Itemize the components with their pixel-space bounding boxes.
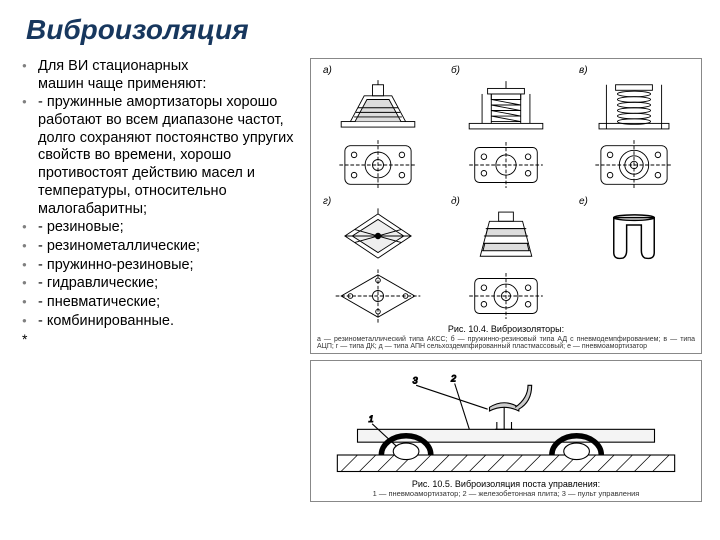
isolator-spring-icon (588, 76, 680, 134)
plan-view-a-icon (332, 138, 424, 192)
plan-view-d-icon (460, 269, 552, 323)
figure-10-5: 3 2 1 Рис. 10.5. Виброизоляция поста упр… (310, 360, 702, 502)
bullet-list: Для ВИ стационарныхмашин чаще применяют:… (22, 58, 302, 330)
panel-label-v: в) (579, 65, 588, 76)
panel-label-e: е) (579, 196, 588, 207)
list-item: - резинометаллические; (22, 238, 302, 256)
plan-view-v-icon (588, 138, 680, 192)
slide-title: Виброизоляция (26, 14, 702, 46)
list-item: - комбинированные. (22, 313, 302, 331)
control-post-isolation-icon: 3 2 1 (317, 367, 695, 477)
svg-text:1: 1 (369, 414, 374, 424)
isolator-spring-rubber-icon (460, 76, 552, 134)
figure-10-4: а) б) (310, 58, 702, 354)
figure-10-5-caption-legend: 1 — пневмоамортизатор; 2 — железобетонна… (317, 490, 695, 498)
list-item: - пружинные амортизаторы хорошо работают… (22, 94, 302, 218)
list-item: Для ВИ стационарныхмашин чаще применяют: (22, 58, 302, 93)
footnote-asterisk: * (22, 331, 302, 347)
figure-10-4-caption-title: Рис. 10.4. Виброизоляторы: (317, 325, 695, 335)
panel-label-b: б) (451, 65, 460, 76)
list-item: - пружинно-резиновые; (22, 257, 302, 275)
svg-text:2: 2 (450, 373, 456, 383)
list-item: - пневматические; (22, 294, 302, 312)
isolator-pneumatic-icon (588, 207, 680, 265)
svg-text:3: 3 (413, 375, 419, 385)
panel-label-d: д) (451, 196, 460, 207)
figure-column: а) б) (310, 58, 702, 502)
figure-10-4-caption-legend: а — резинометаллический типа АКСС; б — п… (317, 336, 695, 351)
panel-label-g: г) (323, 196, 331, 207)
isolator-rubber-metal-icon (332, 76, 424, 134)
plan-view-b-icon (460, 138, 552, 192)
text-column: Для ВИ стационарныхмашин чаще применяют:… (22, 58, 302, 502)
list-item: - резиновые; (22, 219, 302, 237)
isolator-layered-icon (460, 207, 552, 265)
isolator-diamond-icon (332, 207, 424, 265)
list-item: - гидравлические; (22, 275, 302, 293)
panel-label-a: а) (323, 65, 332, 76)
plan-view-g-icon (332, 269, 424, 323)
